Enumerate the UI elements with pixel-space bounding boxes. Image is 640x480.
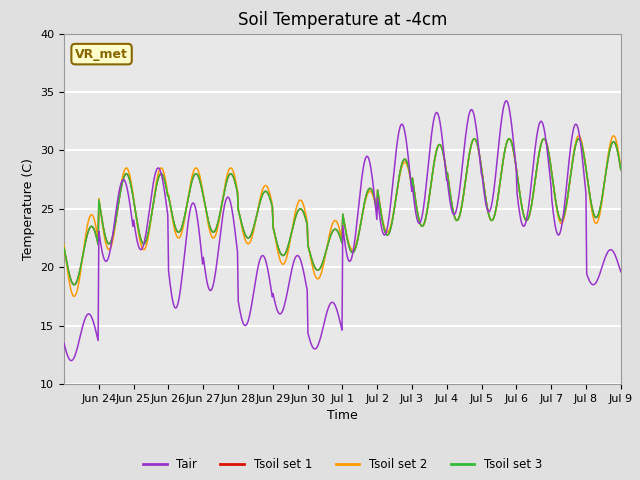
X-axis label: Time: Time: [327, 409, 358, 422]
Y-axis label: Temperature (C): Temperature (C): [22, 158, 35, 260]
Title: Soil Temperature at -4cm: Soil Temperature at -4cm: [237, 11, 447, 29]
Legend: Tair, Tsoil set 1, Tsoil set 2, Tsoil set 3: Tair, Tsoil set 1, Tsoil set 2, Tsoil se…: [138, 454, 547, 476]
Text: VR_met: VR_met: [75, 48, 128, 60]
